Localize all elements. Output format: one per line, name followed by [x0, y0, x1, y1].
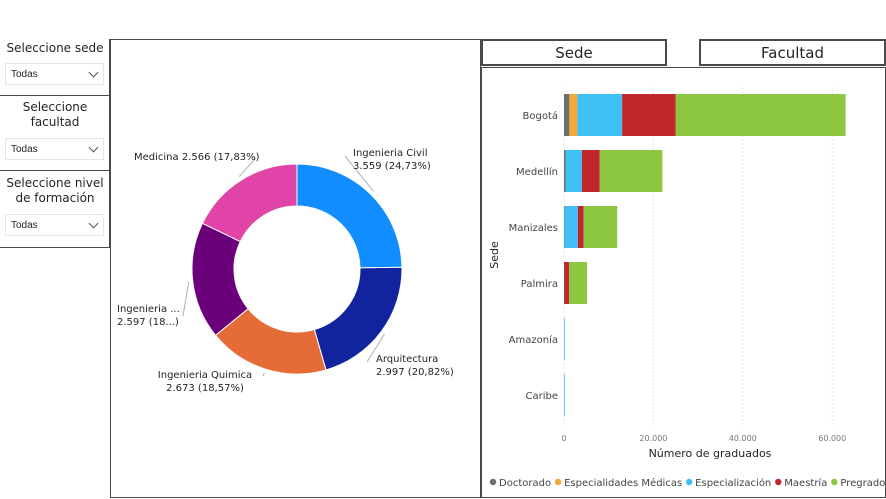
x-tick-label: 20.000: [639, 434, 667, 443]
slicer-facultad-value: Todas: [11, 144, 38, 155]
slicer-divider: [0, 170, 110, 171]
slicer-panel: [0, 39, 110, 248]
x-tick-label: 40.000: [729, 434, 757, 443]
bar-segment[interactable]: [565, 150, 582, 192]
bar-segment[interactable]: [577, 206, 584, 248]
chevron-down-icon: [88, 142, 99, 153]
bar-chart-panel: 0 20.000 40.000 60.000 Bogotá Medellín Manizal…: [481, 67, 886, 498]
bar-segment[interactable]: [569, 94, 578, 136]
slicer-nivel-value: Todas: [11, 220, 38, 231]
leader-line: [262, 372, 265, 377]
slicer-facultad-dropdown[interactable]: Todas: [5, 138, 104, 160]
slicer-sede-dropdown[interactable]: Todas: [5, 63, 104, 85]
bar-segment[interactable]: [564, 374, 565, 416]
y-tick-label: Bogotá: [523, 110, 559, 122]
y-tick-label: Caribe: [526, 391, 559, 402]
bar-segment[interactable]: [564, 150, 566, 192]
legend-marker: [775, 478, 782, 486]
legend-item[interactable]: Especialidades Médicas: [564, 477, 682, 489]
bar-segment[interactable]: [675, 94, 846, 136]
chevron-down-icon: [88, 218, 99, 229]
leader-line: [366, 333, 386, 363]
donut-chart: Ingenieria Civil 3.559 (24,73%) Arquitectu…: [117, 148, 454, 394]
bar-segment[interactable]: [564, 262, 570, 304]
y-axis-title: Sede: [488, 241, 501, 269]
y-tick-label: Medellín: [516, 166, 558, 178]
donut-data-label: Ingenieria Civil: [353, 148, 428, 159]
bar-segment[interactable]: [569, 262, 588, 304]
x-axis-title: Número de graduados: [649, 447, 772, 460]
slicer-nivel-title: Seleccione nivel de formación: [6, 176, 104, 205]
bar-segment[interactable]: [564, 318, 565, 360]
legend-marker: [831, 478, 838, 486]
legend-item[interactable]: Pregrado: [840, 478, 885, 489]
bar-segment[interactable]: [581, 150, 600, 192]
donut-data-label: 2.673 (18,57%): [166, 383, 244, 394]
donut-data-label: Ingenieria ...: [117, 304, 180, 315]
donut-slice[interactable]: [296, 163, 403, 269]
slicer-divider: [0, 95, 110, 96]
bar-segment[interactable]: [622, 94, 676, 136]
slicer-sede-value: Todas: [11, 69, 38, 80]
bar-segment[interactable]: [599, 150, 663, 192]
slicer-facultad-title: Seleccione facultad: [22, 100, 88, 129]
bar-segment[interactable]: [577, 94, 623, 136]
x-tick-label: 60.000: [818, 434, 846, 443]
bar-segment[interactable]: [564, 206, 578, 248]
legend-item[interactable]: Especialización: [695, 477, 771, 489]
slicer-sede-title: Seleccione sede: [6, 41, 104, 55]
donut-slice[interactable]: [201, 163, 298, 243]
x-tick-label: 0: [561, 434, 566, 443]
chevron-down-icon: [88, 67, 99, 78]
bar-segment[interactable]: [564, 206, 565, 248]
donut-data-label: Arquitectura: [376, 354, 438, 365]
bar-segment[interactable]: [564, 94, 570, 136]
y-tick-label: Palmira: [521, 279, 558, 290]
y-tick-label: Manizales: [509, 223, 558, 234]
donut-data-label: 3.559 (24,73%): [353, 161, 431, 172]
leader-line: [238, 157, 257, 177]
legend-marker: [685, 478, 693, 486]
tab-facultad[interactable]: Facultad: [699, 39, 886, 66]
leader-line: [182, 281, 190, 317]
slicer-nivel-dropdown[interactable]: Todas: [5, 214, 104, 236]
donut-data-label: Ingenieria Quimica: [158, 370, 252, 381]
y-tick-label: Amazonía: [509, 334, 558, 346]
leader-line: [344, 155, 374, 192]
bar-segment[interactable]: [583, 206, 618, 248]
donut-data-label: 2.997 (20,82%): [376, 367, 454, 378]
legend-item[interactable]: Maestría: [784, 477, 827, 489]
legend-item[interactable]: Doctorado: [499, 478, 551, 489]
legend-marker: [489, 478, 497, 486]
legend-marker: [554, 478, 562, 486]
stacked-bar-chart: 0 20.000 40.000 60.000 Bogotá Medellín Manizal…: [488, 87, 885, 489]
tab-sede[interactable]: Sede: [481, 39, 667, 66]
donut-data-label: 2.597 (18...): [117, 317, 179, 328]
donut-chart-panel: Ingenieria Civil 3.559 (24,73%) Arquitectu…: [110, 39, 481, 498]
donut-data-label: Medicina 2.566 (17,83%): [134, 152, 260, 163]
